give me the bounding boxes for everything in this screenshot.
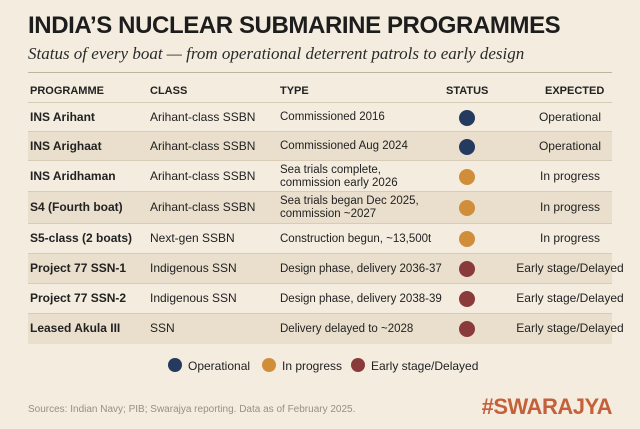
class-cell: SSN <box>150 321 175 335</box>
status-dot <box>459 261 475 277</box>
expected-cell: Early stage/Delayed <box>516 291 624 305</box>
expected-cell: Early stage/Delayed <box>516 321 624 335</box>
class-cell: Next-gen SSBN <box>150 231 235 245</box>
status-dot <box>459 200 475 216</box>
type-cell: commission early 2026 <box>280 176 398 189</box>
type-cell: commission ~2027 <box>280 208 377 220</box>
status-dot <box>459 321 475 337</box>
legend-dot <box>168 358 182 372</box>
type-cell: Construction begun, ~13,500t <box>280 232 432 245</box>
class-cell: Arihant-class SSBN <box>150 168 256 183</box>
expected-cell: In progress <box>539 168 601 183</box>
table-row: S5-class (2 boats) Next-gen SSBN Construct… <box>28 223 612 254</box>
table-row: Project 77 SSN-1 Indigenous SSN Design pha… <box>28 253 624 284</box>
programme-cell: S5-class (2 boats) <box>30 231 133 245</box>
source-note: Sources: Indian Navy; PIB; Swarajya repo… <box>28 404 356 415</box>
legend-label: In progress <box>282 359 343 373</box>
class-cell: Arihant-class SSBN <box>150 109 256 124</box>
table-row: INS Arihant Arihant-class SSBN Commissione… <box>28 102 612 132</box>
column-header: EXPECTED <box>545 85 605 97</box>
programme-cell: Leased Akula III <box>30 321 121 335</box>
subtitle: Status of every boat — from operational … <box>28 44 525 63</box>
expected-cell: Operational <box>538 138 602 153</box>
type-cell: Delivery delayed to ~2028 <box>280 322 414 335</box>
table-row: INS Arighaat Arihant-class SSBN Commission… <box>28 131 612 161</box>
title: INDIA’S NUCLEAR SUBMARINE PROGRAMMES <box>28 12 561 39</box>
column-header: STATUS <box>446 85 489 97</box>
status-dot <box>459 168 475 185</box>
legend-label: Operational <box>188 359 251 373</box>
programme-cell: S4 (Fourth boat) <box>30 200 123 214</box>
brand: #SWARAJYA <box>481 394 613 419</box>
type-cell: Sea trials began Dec 2025, <box>280 195 419 207</box>
programme-cell: INS Aridhaman <box>30 168 116 183</box>
programme-cell: INS Arighaat <box>30 138 102 153</box>
programme-cell: Project 77 SSN-1 <box>30 261 127 275</box>
column-header: PROGRAMME <box>30 85 104 97</box>
expected-cell: In progress <box>539 231 601 245</box>
legend-label: Early stage/Delayed <box>371 359 479 373</box>
type-cell: Commissioned Aug 2024 <box>280 140 408 152</box>
table-row: S4 (Fourth boat) Arihant-class SSBN Sea tr… <box>28 191 612 224</box>
table-row: Project 77 SSN-2 Indigenous SSN Design pha… <box>28 283 624 314</box>
column-header: TYPE <box>280 85 309 97</box>
divider <box>28 72 612 73</box>
type-cell: Design phase, delivery 2038-39 <box>280 292 442 305</box>
status-dot <box>459 138 475 155</box>
type-cell: Design phase, delivery 2036-37 <box>280 262 442 275</box>
type-cell: Sea trials complete, <box>280 163 381 176</box>
status-dot <box>459 291 475 307</box>
legend-dot <box>351 358 365 372</box>
class-cell: Indigenous SSN <box>150 291 237 305</box>
programme-cell: INS Arihant <box>30 109 95 124</box>
status-dot <box>459 231 475 247</box>
type-cell: Commissioned 2016 <box>280 111 385 123</box>
table-row: INS Aridhaman Arihant-class SSBN Sea trial… <box>28 160 612 192</box>
expected-cell: Early stage/Delayed <box>516 261 624 275</box>
class-cell: Arihant-class SSBN <box>150 200 256 214</box>
table-row: Leased Akula III SSN Delivery delayed to ~… <box>28 313 624 344</box>
expected-cell: In progress <box>539 200 601 214</box>
programme-cell: Project 77 SSN-2 <box>30 291 127 305</box>
expected-cell: Operational <box>538 109 602 124</box>
class-cell: Indigenous SSN <box>150 261 237 275</box>
legend-dot <box>262 358 276 372</box>
status-dot <box>459 109 475 126</box>
class-cell: Arihant-class SSBN <box>150 138 256 153</box>
column-header: CLASS <box>150 85 188 97</box>
